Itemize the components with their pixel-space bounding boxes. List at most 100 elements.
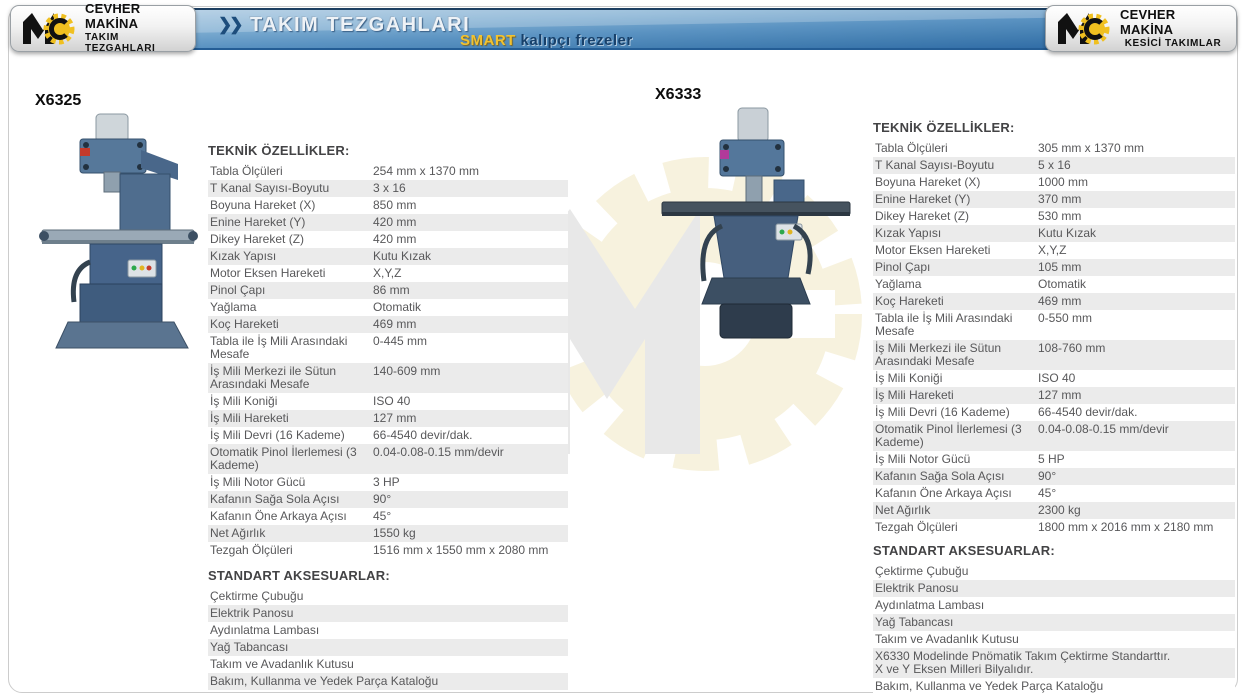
spec-value: 0.04-0.08-0.15 mm/devir (1038, 422, 1169, 436)
spec-value: 45° (1038, 486, 1057, 500)
accessories-x6325: STANDART AKSESUARLAR: Çektirme Çubuğu El… (208, 568, 568, 690)
spec-label: Tezgah Ölçüleri (875, 520, 958, 534)
spec-label: Net Ağırlık (875, 503, 931, 517)
spec-value: 86 mm (373, 283, 410, 297)
accessory-item: Çektirme Çubuğu (208, 588, 568, 605)
accessory-item: Elektrik Panosu (208, 605, 568, 622)
spec-value: ISO 40 (1038, 371, 1076, 385)
spec-value: 1800 mm x 2016 mm x 2180 mm (1038, 520, 1214, 534)
accessory-item: Takım ve Avadanlık Kutusu (208, 656, 568, 673)
spec-value: 45° (373, 509, 392, 523)
spec-value: 0-445 mm (373, 334, 428, 348)
spec-row: İş Mili Notor Gücü 3 HP (208, 474, 568, 491)
spec-row: Enine Hareket (Y) 370 mm (873, 191, 1235, 208)
page-frame (8, 6, 1238, 693)
spec-label: Tabla Ölçüleri (210, 164, 283, 178)
spec-label: T Kanal Sayısı-Boyutu (210, 181, 330, 195)
spec-label: İş Mili Devri (16 Kademe) (210, 428, 345, 442)
spec-label: Kafanın Öne Arkaya Açısı (875, 486, 1012, 500)
spec-value: 66-4540 devir/dak. (1038, 405, 1138, 419)
spec-label: İş Mili Merkezi ile Sütun Arasındaki Mes… (210, 364, 337, 391)
spec-label: İş Mili Hareketi (875, 388, 954, 402)
spec-value: 1000 mm (1038, 175, 1089, 189)
spec-label: İş Mili Devri (16 Kademe) (875, 405, 1010, 419)
spec-value: 90° (373, 492, 392, 506)
spec-row: Tabla Ölçüleri 305 mm x 1370 mm (873, 140, 1235, 157)
spec-label: Dikey Hareket (Z) (875, 209, 970, 223)
right-logo-plate[interactable]: CEVHER MAKİNA KESİCİ TAKIMLAR (1045, 5, 1237, 52)
spec-label: Net Ağırlık (210, 526, 266, 540)
spec-label: Kafanın Sağa Sola Açısı (875, 469, 1005, 483)
spec-value: 5 x 16 (1038, 158, 1071, 172)
header-banner: ❯❯ TAKIM TEZGAHLARI SMART kalıpçı frezel… (150, 8, 1100, 50)
chevron-right-icon: ❯❯ (218, 15, 243, 34)
spec-value: Otomatik (373, 300, 422, 314)
spec-label: İş Mili Koniği (210, 394, 278, 408)
spec-value: 140-609 mm (373, 364, 441, 378)
accessory-rows: Çektirme Çubuğu Elektrik Panosu Aydınlat… (208, 588, 568, 690)
spec-label: Enine Hareket (Y) (875, 192, 971, 206)
left-logo-line2: TAKIM TEZGAHLARI (85, 31, 156, 55)
spec-value: 420 mm (373, 232, 417, 246)
spec-row: Pinol Çapı 105 mm (873, 259, 1235, 276)
spec-value: 0.04-0.08-0.15 mm/devir (373, 445, 504, 459)
spec-row: Boyuna Hareket (X) 850 mm (208, 197, 568, 214)
spec-value: Kutu Kızak (373, 249, 432, 263)
spec-row: Kızak Yapısı Kutu Kızak (873, 225, 1235, 242)
banner-title: TAKIM TEZGAHLARI (250, 14, 471, 36)
spec-label: Boyuna Hareket (X) (875, 175, 981, 189)
spec-label: Koç Hareketi (875, 294, 944, 308)
specs-table-x6325: TEKNİK ÖZELLİKLER: Tabla Ölçüleri 254 mm… (208, 143, 568, 559)
spec-value: 305 mm x 1370 mm (1038, 141, 1145, 155)
spec-row: Dikey Hareket (Z) 530 mm (873, 208, 1235, 225)
spec-row: Kafanın Sağa Sola Açısı 90° (873, 468, 1235, 485)
accessory-item: X6330 Modelinde Pnömatik Takım Çektirme … (873, 648, 1235, 678)
spec-value: 469 mm (1038, 294, 1082, 308)
specs-title: TEKNİK ÖZELLİKLER: (873, 120, 1015, 135)
spec-value: 66-4540 devir/dak. (373, 428, 473, 442)
spec-row: Otomatik Pinol İlerlemesi (3 Kademe) 0.0… (873, 421, 1235, 451)
spec-label: Dikey Hareket (Z) (210, 232, 305, 246)
spec-row: Net Ağırlık 2300 kg (873, 502, 1235, 519)
spec-value: 127 mm (373, 411, 417, 425)
spec-label: İş Mili Merkezi ile Sütun Arasındaki Mes… (875, 341, 1002, 368)
spec-row: İş Mili Devri (16 Kademe) 66-4540 devir/… (208, 427, 568, 444)
accessory-item: Bakım, Kullanma ve Yedek Parça Kataloğu (873, 678, 1235, 695)
spec-value: 254 mm x 1370 mm (373, 164, 480, 178)
spec-value: 370 mm (1038, 192, 1082, 206)
spec-row: Tabla ile İş Mili Arasındaki Mesafe 0-55… (873, 310, 1235, 340)
banner-subtitle-rest: kalıpçı frezeler (515, 32, 633, 49)
spec-row: Kızak Yapısı Kutu Kızak (208, 248, 568, 265)
mc-gear-logo-icon (23, 12, 75, 44)
accessory-item: Yağ Tabancası (208, 639, 568, 656)
left-logo-plate[interactable]: CEVHER MAKİNA TAKIM TEZGAHLARI (10, 1, 196, 55)
spec-label: Yağlama (210, 300, 257, 314)
product-title-x6333: X6333 (655, 86, 702, 103)
spec-row: Tezgah Ölçüleri 1516 mm x 1550 mm x 2080… (208, 542, 568, 559)
spec-row: Koç Hareketi 469 mm (208, 316, 568, 333)
spec-value: 420 mm (373, 215, 417, 229)
accessories-title: STANDART AKSESUARLAR: (208, 568, 390, 583)
spec-value: 1550 kg (373, 526, 416, 540)
spec-row: İş Mili Koniği ISO 40 (873, 370, 1235, 387)
spec-row: Kafanın Öne Arkaya Açısı 45° (208, 508, 568, 525)
spec-row: İş Mili Koniği ISO 40 (208, 393, 568, 410)
spec-label: Otomatik Pinol İlerlemesi (3 Kademe) (210, 445, 357, 472)
spec-row: İş Mili Hareketi 127 mm (873, 387, 1235, 404)
accessory-item: Çektirme Çubuğu (873, 563, 1235, 580)
spec-value: X,Y,Z (1038, 243, 1067, 257)
spec-rows: Tabla Ölçüleri 305 mm x 1370 mm T Kanal … (873, 140, 1235, 536)
spec-row: T Kanal Sayısı-Boyutu 3 x 16 (208, 180, 568, 197)
spec-row: Tezgah Ölçüleri 1800 mm x 2016 mm x 2180… (873, 519, 1235, 536)
spec-label: Pinol Çapı (210, 283, 266, 297)
product-title-x6325: X6325 (35, 92, 82, 109)
right-logo-text: CEVHER MAKİNA KESİCİ TAKIMLAR (1120, 7, 1226, 49)
banner-subtitle-highlight: SMART (460, 32, 516, 49)
spec-rows: Tabla Ölçüleri 254 mm x 1370 mm T Kanal … (208, 163, 568, 559)
spec-row: Koç Hareketi 469 mm (873, 293, 1235, 310)
spec-label: İş Mili Hareketi (210, 411, 289, 425)
spec-row: Otomatik Pinol İlerlemesi (3 Kademe) 0.0… (208, 444, 568, 474)
spec-row: Kafanın Öne Arkaya Açısı 45° (873, 485, 1235, 502)
right-logo-line2: KESİCİ TAKIMLAR (1124, 37, 1222, 49)
accessory-item: Yağ Tabancası (873, 614, 1235, 631)
